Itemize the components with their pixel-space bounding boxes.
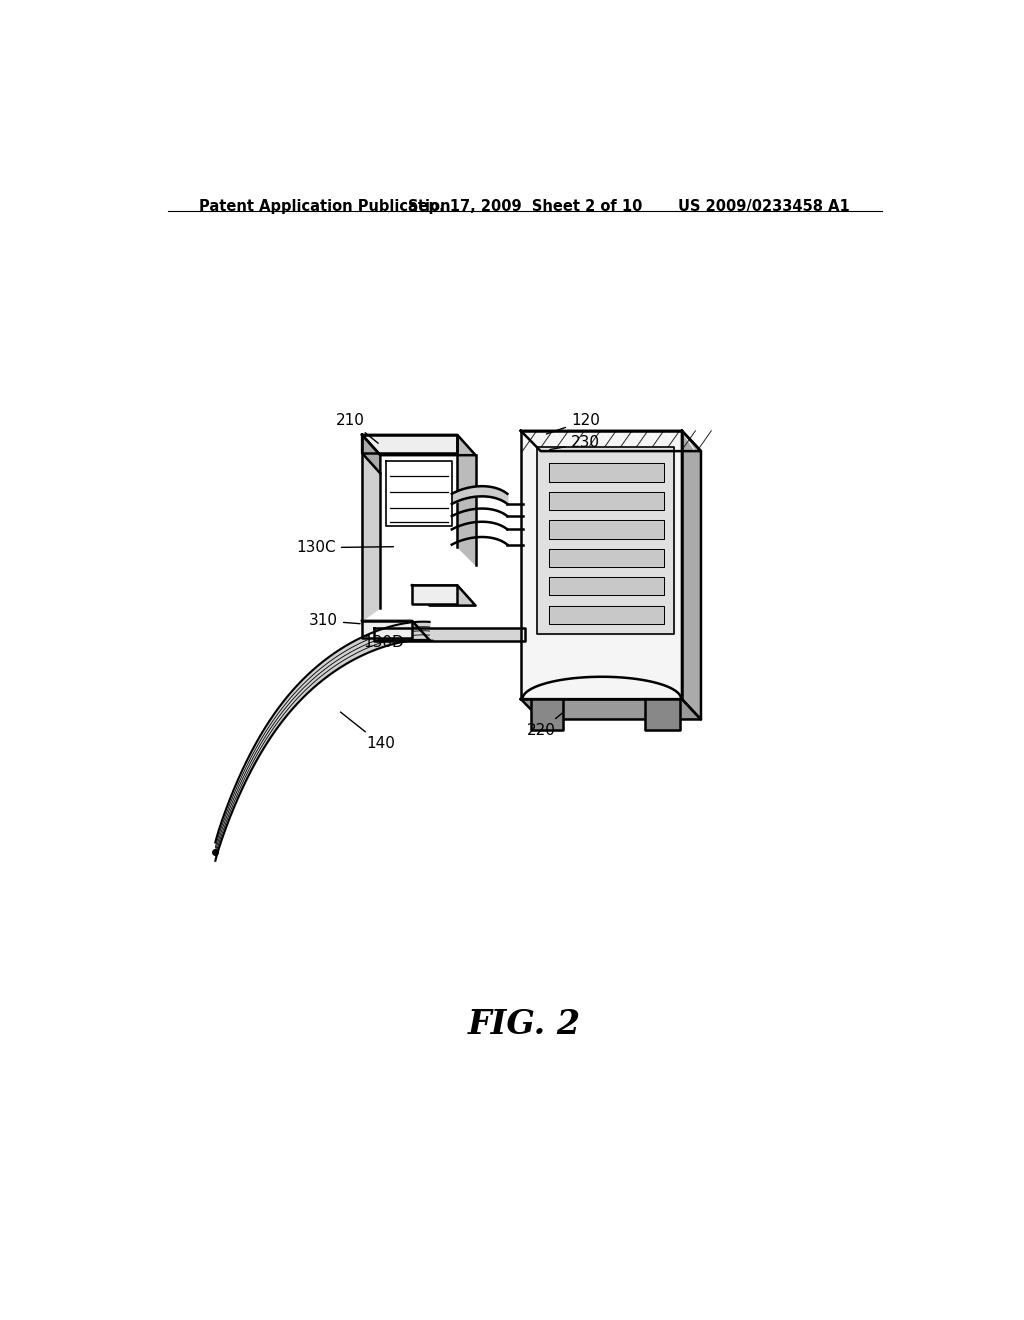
Text: 220: 220 (526, 713, 562, 738)
Polygon shape (521, 430, 701, 451)
Text: Sep. 17, 2009  Sheet 2 of 10: Sep. 17, 2009 Sheet 2 of 10 (408, 199, 642, 214)
Polygon shape (374, 628, 524, 642)
Text: US 2009/0233458 A1: US 2009/0233458 A1 (679, 199, 850, 214)
Polygon shape (549, 577, 664, 595)
Polygon shape (537, 447, 674, 634)
Text: 130D: 130D (362, 635, 433, 649)
Polygon shape (362, 620, 412, 638)
Polygon shape (362, 453, 380, 620)
Polygon shape (549, 520, 664, 539)
Polygon shape (412, 585, 458, 603)
Polygon shape (531, 700, 563, 730)
Polygon shape (521, 700, 701, 719)
Text: 140: 140 (340, 711, 395, 751)
Polygon shape (362, 434, 475, 455)
Polygon shape (549, 463, 664, 482)
Polygon shape (412, 585, 475, 606)
Polygon shape (362, 434, 380, 474)
Polygon shape (645, 700, 680, 730)
Polygon shape (549, 606, 664, 624)
Text: 230: 230 (550, 436, 600, 450)
Polygon shape (521, 430, 682, 700)
Text: 120: 120 (547, 413, 600, 434)
Polygon shape (458, 434, 475, 565)
Text: 130C: 130C (296, 540, 393, 556)
Text: Patent Application Publication: Patent Application Publication (200, 199, 451, 214)
Polygon shape (682, 430, 701, 719)
Text: 210: 210 (336, 413, 378, 444)
Polygon shape (386, 461, 452, 527)
Polygon shape (362, 434, 458, 453)
Text: FIG. 2: FIG. 2 (468, 1008, 582, 1041)
Polygon shape (362, 620, 430, 640)
Polygon shape (549, 549, 664, 568)
Polygon shape (549, 492, 664, 510)
Text: 310: 310 (309, 614, 360, 628)
